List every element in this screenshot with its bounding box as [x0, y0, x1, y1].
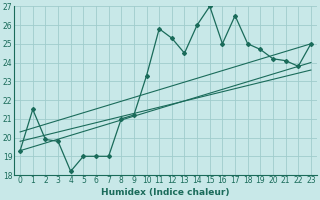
X-axis label: Humidex (Indice chaleur): Humidex (Indice chaleur) — [101, 188, 230, 197]
